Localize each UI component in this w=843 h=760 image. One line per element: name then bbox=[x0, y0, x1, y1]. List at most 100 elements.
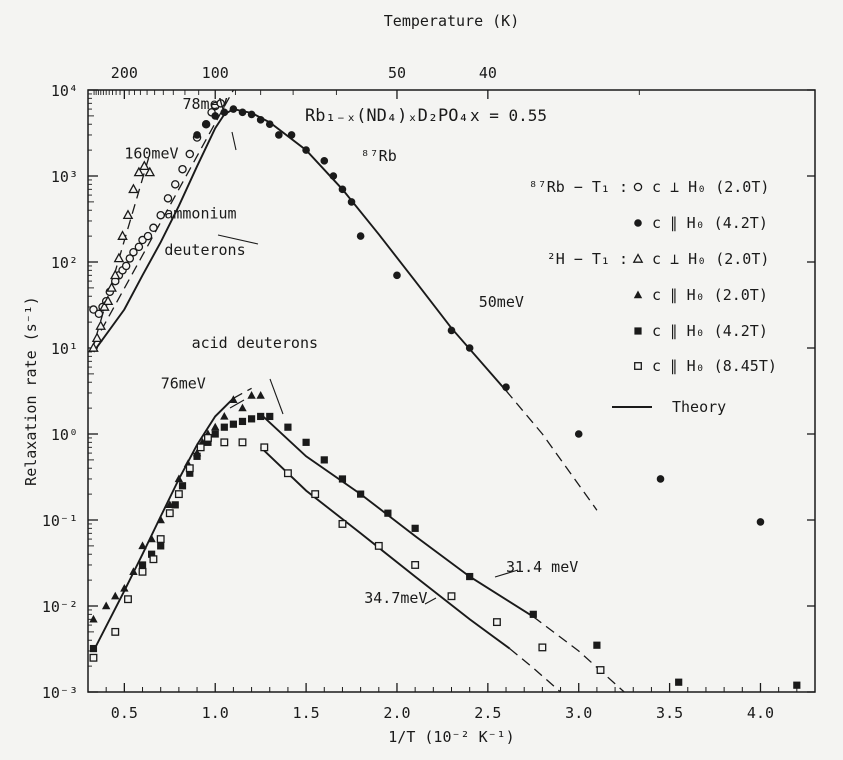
data-point-open-circle bbox=[134, 242, 144, 252]
data-point-filled-square bbox=[229, 420, 237, 428]
data-point-filled-circle bbox=[220, 108, 229, 117]
top-tick-label: 100 bbox=[202, 64, 229, 82]
data-point-filled-square bbox=[529, 610, 537, 618]
annotation-label: 160meV bbox=[124, 144, 178, 162]
annotation-label: 50meV bbox=[479, 293, 524, 311]
data-point-filled-square bbox=[411, 524, 419, 532]
data-point-filled-circle bbox=[465, 344, 474, 352]
annotation-leader bbox=[217, 234, 259, 245]
y-tick-label: 10⁻³ bbox=[42, 684, 78, 702]
data-point-filled-triangle bbox=[174, 474, 184, 483]
data-point-filled-square bbox=[357, 490, 365, 498]
data-point-open-triangle bbox=[122, 209, 134, 220]
data-point-filled-circle bbox=[320, 157, 329, 165]
data-point-open-square bbox=[220, 438, 229, 447]
data-point-filled-square bbox=[247, 415, 256, 423]
data-point-filled-circle bbox=[656, 475, 665, 483]
data-point-filled-square bbox=[257, 412, 265, 421]
annotation-label: ammonium bbox=[164, 205, 236, 223]
x-tick-label: 2.0 bbox=[383, 704, 410, 722]
data-point-filled-square bbox=[220, 423, 228, 431]
compound-label: Rb₁₋ₓ(ND₄)ₓD₂PO₄ bbox=[305, 106, 469, 126]
legend-item-label: c ∥ H₀ (4.2T) bbox=[652, 214, 768, 232]
theory-curve bbox=[509, 648, 561, 693]
legend-theory-label: Theory bbox=[672, 398, 726, 416]
data-point-filled-triangle bbox=[138, 541, 147, 550]
y-tick-label: 10² bbox=[51, 254, 78, 272]
data-point-filled-square bbox=[193, 452, 201, 460]
data-point-open-square bbox=[492, 618, 501, 627]
data-point-open-square bbox=[204, 433, 212, 442]
theory-curve bbox=[505, 390, 598, 511]
data-point-open-square bbox=[138, 567, 147, 576]
data-point-filled-circle bbox=[265, 120, 274, 129]
legend-item-label: c ∥ H₀ (8.45T) bbox=[652, 357, 777, 375]
data-point-open-triangle bbox=[91, 332, 103, 343]
data-point-open-square bbox=[89, 653, 98, 662]
y-tick-label: 10³ bbox=[51, 168, 78, 186]
data-point-open-square bbox=[165, 509, 174, 518]
legend-item-label: c ⊥ H₀ (2.0T) bbox=[652, 250, 769, 268]
y-tick-label: 10⁰ bbox=[51, 426, 78, 444]
legend-item-label: c ∥ H₀ (4.2T) bbox=[652, 322, 768, 340]
theory-curve bbox=[233, 387, 252, 399]
data-point-filled-square bbox=[171, 501, 179, 509]
data-point-filled-circle bbox=[447, 326, 456, 335]
data-point-filled-circle bbox=[287, 131, 296, 139]
data-point-filled-square bbox=[138, 561, 147, 569]
data-point-filled-circle bbox=[302, 146, 310, 154]
data-point-open-triangle bbox=[144, 166, 156, 177]
data-point-open-circle bbox=[129, 247, 138, 257]
data-point-filled-circle bbox=[275, 131, 283, 139]
data-point-filled-square bbox=[675, 678, 683, 686]
annotations: Rb₁₋ₓ(ND₄)ₓD₂PO₄ x = 0.55 160meV 78meV ammon… bbox=[124, 95, 578, 607]
data-point-open-square bbox=[311, 490, 320, 499]
data-point-open-square bbox=[124, 595, 132, 604]
data-point-filled-circle bbox=[356, 232, 365, 240]
annotation-leader bbox=[231, 131, 237, 151]
theory-curve bbox=[92, 397, 235, 652]
data-point-filled-square bbox=[157, 542, 165, 550]
top-tick-label: 200 bbox=[111, 64, 138, 82]
y-tick-label: 10⁴ bbox=[51, 82, 78, 100]
top-axis-label: Temperature (K) bbox=[384, 12, 519, 30]
data-point-open-circle bbox=[125, 254, 135, 263]
data-point-filled-circle bbox=[211, 112, 220, 120]
data-point-filled-triangle bbox=[120, 583, 129, 592]
legend-group-label: ²H − T₁ : bbox=[547, 250, 628, 268]
y-tick-label: 10⁻² bbox=[42, 598, 78, 616]
data-point-open-circle bbox=[149, 223, 158, 233]
theory-curve bbox=[532, 616, 625, 693]
data-point-open-square bbox=[260, 443, 269, 452]
data-point-open-square bbox=[196, 443, 205, 452]
legend-item-label: c ∥ H₀ (2.0T) bbox=[652, 286, 768, 304]
data-point-open-square bbox=[156, 535, 165, 544]
data-point-filled-triangle bbox=[238, 403, 247, 412]
data-point-open-triangle bbox=[133, 166, 145, 177]
data-point-open-triangle bbox=[88, 342, 99, 352]
data-point-filled-circle bbox=[338, 185, 347, 194]
data-point-open-circle bbox=[216, 99, 225, 108]
theory-curve bbox=[90, 153, 151, 353]
legend-group-label: ⁸⁷Rb − T₁ : bbox=[529, 178, 628, 196]
data-point-filled-circle bbox=[502, 383, 510, 392]
data-point-filled-circle bbox=[238, 108, 247, 117]
data-point-open-triangle bbox=[128, 183, 139, 194]
annotation-label: ⁸⁷Rb bbox=[361, 147, 397, 165]
theory-curve bbox=[260, 413, 534, 618]
legend-marker-filled-circle bbox=[634, 219, 642, 227]
data-point-filled-triangle bbox=[111, 591, 120, 600]
top-tick-label: 50 bbox=[388, 64, 406, 82]
annotation-leader bbox=[269, 378, 284, 415]
legend-marker-filled-square bbox=[634, 327, 642, 335]
data-point-open-circle bbox=[143, 231, 153, 241]
data-point-open-circle bbox=[170, 180, 180, 189]
data-point-filled-triangle bbox=[211, 422, 220, 431]
data-point-filled-square bbox=[89, 644, 98, 653]
data-point-filled-circle bbox=[393, 271, 401, 280]
data-point-filled-triangle bbox=[156, 515, 165, 524]
annotation-label: 31.4 meV bbox=[506, 558, 578, 576]
y-axis-label: Relaxation rate (s⁻¹) bbox=[22, 296, 40, 486]
data-point-filled-triangle bbox=[256, 391, 265, 399]
